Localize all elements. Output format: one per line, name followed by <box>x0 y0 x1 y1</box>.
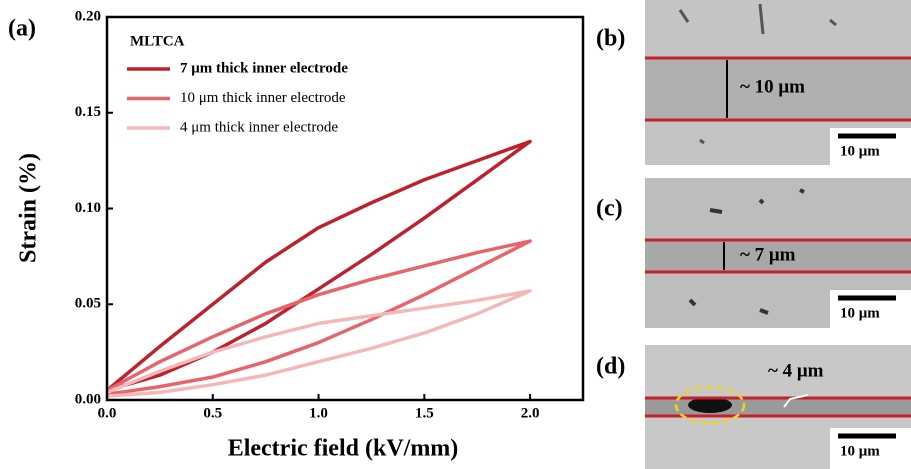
y-tick-label: 0.05 <box>75 296 101 312</box>
y-tick-label: 0.00 <box>75 391 101 407</box>
y-tick-label: 0.15 <box>75 104 101 120</box>
panel-label: (c) <box>596 196 623 222</box>
x-tick-label: 0.0 <box>98 405 117 421</box>
thickness-label: ~ 7 μm <box>740 244 796 265</box>
arrow <box>783 394 809 408</box>
highlight-circle <box>674 385 746 425</box>
y-tick-label: 0.10 <box>75 200 101 216</box>
thickness-label: ~ 4 μm <box>768 360 824 381</box>
data-line <box>105 139 532 393</box>
thickness-label: ~ 10 μm <box>740 76 805 97</box>
texture <box>678 3 837 145</box>
micrograph <box>645 178 911 328</box>
x-tick-label: 0.5 <box>203 405 222 421</box>
x-tick-label: 2.0 <box>521 405 540 421</box>
data-line <box>106 289 532 398</box>
panel-label: (d) <box>596 354 625 380</box>
electrode-layer <box>645 240 911 272</box>
scale-label: 10 μm <box>840 143 880 159</box>
legend-label: 10 μm thick inner electrode <box>180 90 346 106</box>
y-axis-label: Strain (%) <box>16 153 42 263</box>
legend-title: MLTCA <box>130 33 185 49</box>
texture <box>688 188 805 315</box>
panel-label: (b) <box>596 26 625 52</box>
x-tick-label: 1.0 <box>309 405 328 421</box>
micrograph <box>645 345 911 469</box>
y-tick-label: 0.20 <box>75 8 101 24</box>
pore <box>688 397 732 413</box>
scale-label: 10 μm <box>840 305 880 321</box>
electrode-layer <box>645 398 911 416</box>
x-tick-label: 1.5 <box>415 405 434 421</box>
micrograph <box>645 0 911 165</box>
electrode-layer <box>645 58 911 120</box>
plot-frame <box>105 15 585 402</box>
scale-label: 10 μm <box>840 443 880 459</box>
x-axis-label: Electric field (kV/mm) <box>228 436 459 462</box>
legend-label: 7 μm thick inner electrode <box>180 60 348 76</box>
panel-label: (a) <box>8 16 36 42</box>
data-line <box>106 239 532 396</box>
legend-label: 4 μm thick inner electrode <box>180 119 338 135</box>
